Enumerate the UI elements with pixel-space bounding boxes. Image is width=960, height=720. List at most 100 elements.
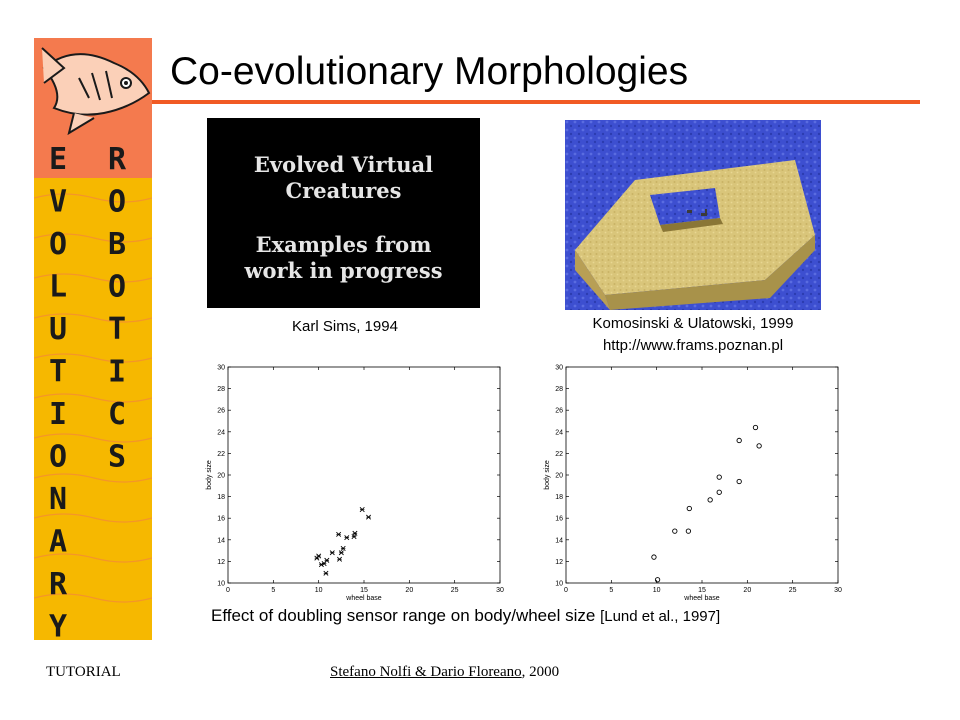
y-tick-label: 14 xyxy=(217,537,225,544)
data-point xyxy=(338,550,344,556)
y-tick-label: 16 xyxy=(217,516,225,523)
video-text-line3: Examples from xyxy=(255,232,432,257)
sand-platform-side xyxy=(605,235,815,310)
data-point xyxy=(366,514,372,520)
footer-year: , 2000 xyxy=(521,664,560,680)
y-tick-label: 12 xyxy=(217,559,225,566)
y-tick-label: 24 xyxy=(217,429,225,436)
evolved-creatures-video-frame[interactable]: Evolved Virtual Creatures Examples from … xyxy=(207,118,480,308)
logo-letter-left: O xyxy=(49,227,67,262)
data-point xyxy=(736,478,742,485)
x-tick-label: 30 xyxy=(834,587,842,594)
y-tick-label: 10 xyxy=(217,581,225,588)
logo-letter-right: I xyxy=(108,355,126,390)
data-point xyxy=(324,557,330,563)
x-tick-label: 15 xyxy=(698,587,706,594)
caption-komosinski: Komosinski & Ulatowski, 1999 http://www.… xyxy=(545,313,841,357)
data-point xyxy=(316,553,322,559)
x-tick-label: 15 xyxy=(360,587,368,594)
data-point xyxy=(329,550,335,556)
logo-letter-right: T xyxy=(108,312,126,347)
y-tick-label: 16 xyxy=(555,516,563,523)
y-axis-label: body size xyxy=(544,460,551,490)
logo-letter-left: O xyxy=(49,440,67,475)
x-tick-label: 0 xyxy=(564,587,568,594)
x-tick-label: 0 xyxy=(226,587,230,594)
y-tick-label: 26 xyxy=(555,408,563,415)
x-tick-label: 25 xyxy=(789,587,797,594)
data-point xyxy=(323,570,329,576)
y-tick-label: 14 xyxy=(555,537,563,544)
y-tick-label: 22 xyxy=(555,451,563,458)
logo-letter-left: T xyxy=(49,355,67,390)
data-point xyxy=(736,437,742,444)
y-tick-label: 28 xyxy=(555,386,563,393)
framsticks-terrain-image xyxy=(565,120,821,310)
x-tick-label: 10 xyxy=(315,587,323,594)
y-tick-label: 22 xyxy=(217,451,225,458)
logo-letter-left: V xyxy=(49,185,67,220)
caption-framsticks-url[interactable]: http://www.frams.poznan.pl xyxy=(602,337,784,354)
x-tick-label: 20 xyxy=(405,587,413,594)
x-tick-label: 30 xyxy=(496,587,504,594)
y-tick-label: 18 xyxy=(217,494,225,501)
title-underline xyxy=(152,100,920,104)
data-point xyxy=(351,534,357,540)
effect-caption: Effect of doubling sensor range on body/… xyxy=(211,606,720,626)
data-point xyxy=(651,554,657,560)
x-tick-label: 10 xyxy=(653,587,661,594)
video-text-line1: Evolved Virtual xyxy=(253,152,434,177)
data-point xyxy=(654,577,661,583)
y-tick-label: 18 xyxy=(555,494,563,501)
plot-frame xyxy=(227,366,501,584)
data-point xyxy=(716,474,722,480)
footer-authors: Stefano Nolfi & Dario Floreano, 2000 xyxy=(330,664,559,681)
caption-karl-sims: Karl Sims, 1994 xyxy=(292,318,398,335)
logo-letter-left: A xyxy=(49,525,67,560)
logo-letter-right: O xyxy=(108,270,126,305)
slide-title: Co-evolutionary Morphologies xyxy=(170,50,689,93)
x-axis-label: wheel base xyxy=(683,595,720,602)
logo-yellow-band xyxy=(34,178,152,640)
y-axis-label: body size xyxy=(206,460,213,490)
data-point xyxy=(337,556,343,562)
x-axis-label: wheel base xyxy=(345,595,382,602)
x-tick-label: 5 xyxy=(609,587,613,594)
logo-letter-left: L xyxy=(49,270,67,305)
logo-letter-left: Y xyxy=(49,610,67,641)
x-tick-label: 20 xyxy=(743,587,751,594)
logo-letter-right: S xyxy=(108,440,126,475)
y-tick-label: 30 xyxy=(555,365,563,372)
effect-caption-reference: [Lund et al., 1997] xyxy=(600,608,721,625)
data-point xyxy=(707,497,713,503)
footer-tutorial: TUTORIAL xyxy=(46,664,121,680)
plot-frame xyxy=(565,366,839,584)
fish-icon xyxy=(41,47,151,136)
data-point xyxy=(352,530,358,536)
y-tick-label: 24 xyxy=(555,429,563,436)
x-tick-label: 5 xyxy=(271,587,275,594)
inner-pool-wall xyxy=(660,218,723,232)
y-tick-label: 30 xyxy=(217,365,225,372)
data-point xyxy=(716,489,722,495)
logo-letter-left: N xyxy=(49,482,67,517)
data-point xyxy=(336,531,342,537)
effect-caption-text: Effect of doubling sensor range on body/… xyxy=(211,606,601,625)
data-point xyxy=(752,424,759,431)
y-tick-label: 12 xyxy=(555,559,563,566)
logo-letter-left: U xyxy=(49,312,67,347)
y-tick-label: 20 xyxy=(217,473,225,480)
data-point xyxy=(686,505,692,512)
logo-letter-right: O xyxy=(108,185,126,220)
data-point xyxy=(685,528,692,534)
creature-figures xyxy=(687,209,707,216)
logo-letter-left: R xyxy=(49,567,68,602)
y-tick-label: 10 xyxy=(555,581,563,588)
logo-letter-left: I xyxy=(49,397,67,432)
footer-authors-link[interactable]: Stefano Nolfi & Dario Floreano xyxy=(330,664,522,680)
scatter-plot-body-vs-wheel-2: 0 5 10 15 20 25 30 10 12 14 16 18 20 22 24 26 28 30 wheel … xyxy=(544,365,842,603)
video-text-line4: work in progress xyxy=(244,258,443,283)
sand-platform-edge xyxy=(575,250,610,310)
y-tick-label: 20 xyxy=(555,473,563,480)
